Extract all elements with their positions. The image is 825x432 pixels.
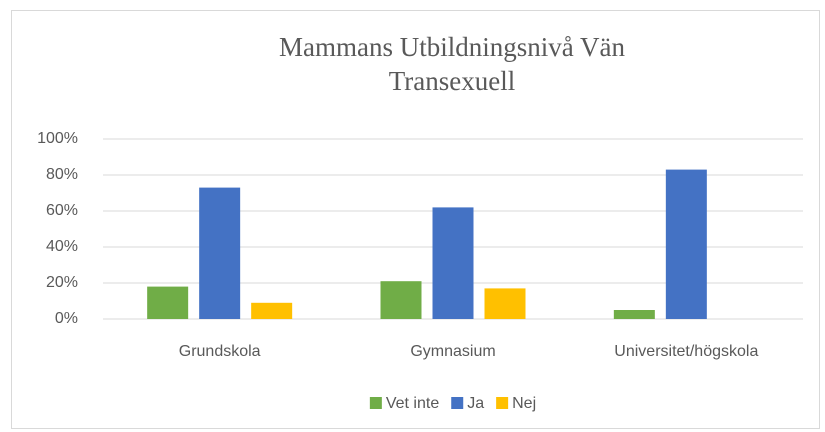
y-tick-label: 60%: [46, 202, 78, 219]
x-tick-label: Grundskola: [179, 343, 261, 360]
legend-swatch: [369, 397, 382, 409]
y-tick-label: 80%: [46, 166, 78, 183]
x-tick-label: Gymnasium: [410, 343, 495, 360]
bar: [147, 286, 189, 319]
legend-label: Ja: [467, 395, 484, 412]
bar: [613, 310, 655, 319]
x-tick-label: Universitet/högskola: [614, 343, 758, 360]
y-tick-label: 40%: [46, 238, 78, 255]
legend-swatch: [451, 397, 464, 409]
chart-title: Mammans Utbildningsnivå Vän Transexuell: [279, 32, 625, 96]
legend-swatch: [496, 397, 509, 409]
bar: [251, 302, 293, 319]
y-tick-label: 0%: [55, 310, 78, 327]
bar: [484, 288, 526, 319]
legend-label: Vet inte: [386, 395, 439, 412]
y-tick-label: 20%: [46, 274, 78, 291]
bar: [432, 207, 474, 319]
bar: [380, 281, 422, 319]
legend-label: Nej: [512, 395, 536, 412]
bar: [199, 187, 241, 319]
y-tick-label: 100%: [37, 130, 78, 147]
bar: [665, 169, 707, 319]
